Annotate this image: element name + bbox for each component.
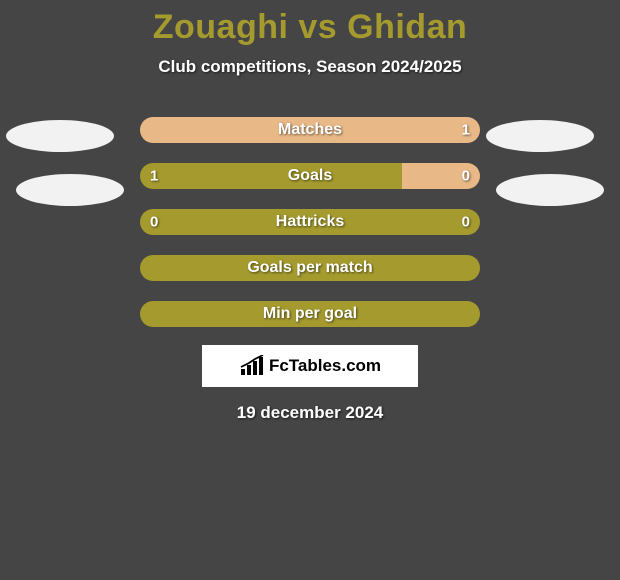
stat-label: Goals	[288, 167, 332, 185]
brand-text: FcTables.com	[269, 356, 381, 376]
stat-row: Goals 1 0	[140, 163, 480, 189]
stat-label: Hattricks	[276, 213, 344, 231]
brand-chart-icon	[239, 355, 265, 377]
stat-value-left: 1	[150, 168, 158, 185]
stat-label: Matches	[278, 121, 342, 139]
stat-value-left: 0	[150, 214, 158, 231]
stat-row: Hattricks 0 0	[140, 209, 480, 235]
stat-row: Goals per match	[140, 255, 480, 281]
stat-value-right: 0	[462, 214, 470, 231]
stat-label: Min per goal	[263, 305, 357, 323]
stat-row: Min per goal	[140, 301, 480, 327]
stat-rows: Matches 1 Goals 1 0 Hattricks 0 0 Goals per matc…	[0, 117, 620, 327]
stat-row: Matches 1	[140, 117, 480, 143]
stat-label: Goals per match	[247, 259, 372, 277]
canvas: Zouaghi vs Ghidan Club competitions, Sea…	[0, 0, 620, 580]
brand-box: FcTables.com	[202, 345, 418, 387]
bar-segment-left	[140, 163, 402, 189]
subtitle: Club competitions, Season 2024/2025	[0, 57, 620, 77]
date-text: 19 december 2024	[0, 403, 620, 423]
page-title: Zouaghi vs Ghidan	[0, 0, 620, 47]
stat-value-right: 0	[462, 168, 470, 185]
stat-value-right: 1	[462, 122, 470, 139]
